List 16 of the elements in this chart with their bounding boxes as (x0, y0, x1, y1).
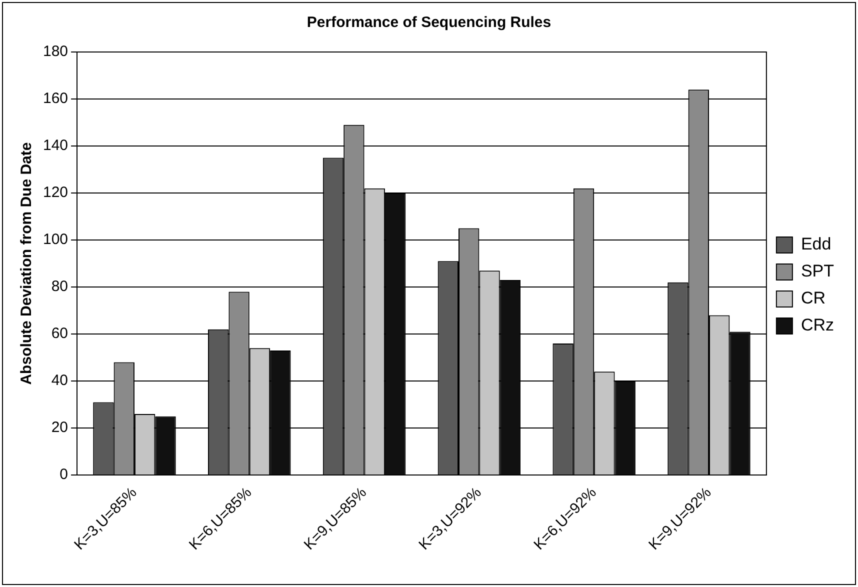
y-tick-label: 80 (51, 278, 68, 296)
y-tick-label: 140 (42, 137, 68, 154)
legend-label: SPT (800, 262, 834, 281)
legend-label: Edd (800, 234, 832, 254)
y-tick-label: 100 (42, 231, 68, 248)
y-tick-label: 40 (51, 372, 68, 390)
y-tick-label: 60 (51, 325, 68, 342)
y-tick-label: 0 (60, 466, 68, 484)
legend-label: CR (800, 288, 826, 308)
chart-title: Performance of Sequencing Rules (306, 14, 552, 32)
y-tick-label: 180 (42, 43, 68, 60)
y-axis-title: Absolute Deviation from Due Date (18, 142, 36, 385)
y-tick-label: 20 (51, 419, 68, 436)
y-tick-label: 160 (42, 90, 68, 108)
legend-label: CRz (800, 316, 834, 335)
y-tick-label: 120 (42, 184, 68, 202)
